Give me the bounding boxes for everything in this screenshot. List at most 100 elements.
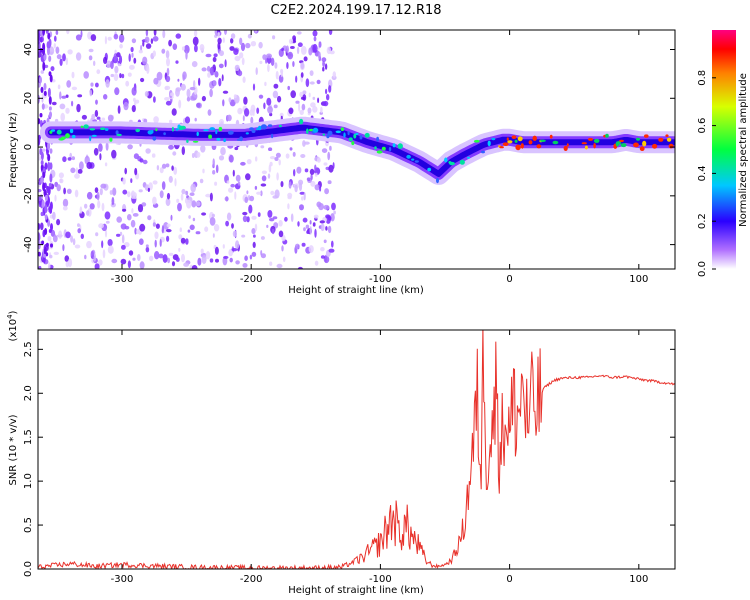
noise-speck (251, 251, 257, 257)
noise-speck (46, 41, 50, 49)
noise-speck (152, 50, 156, 57)
noise-speck (242, 215, 248, 223)
trace-blob (83, 124, 89, 129)
noise-speck (296, 31, 302, 35)
noise-speck (224, 30, 227, 35)
noise-speck (131, 38, 137, 44)
noise-speck (314, 184, 320, 191)
noise-speck (274, 62, 278, 69)
noise-speck (90, 250, 95, 259)
x-tick-label: -100 (369, 274, 392, 285)
noise-speck (41, 103, 45, 110)
noise-speck (191, 61, 198, 68)
trace-blob (620, 143, 627, 148)
noise-speck (272, 90, 279, 99)
noise-speck (62, 53, 66, 62)
trace-blob (312, 127, 319, 133)
trace-blob (376, 136, 379, 142)
noise-speck (196, 102, 201, 108)
trace-blob (91, 134, 98, 137)
noise-speck (200, 145, 206, 153)
noise-speck (58, 230, 63, 239)
noise-speck (104, 36, 107, 45)
noise-speck (241, 234, 246, 238)
noise-speck (44, 194, 48, 202)
noise-speck (93, 60, 96, 66)
noise-speck (245, 42, 251, 49)
noise-speck (186, 199, 192, 209)
noise-speck (187, 229, 191, 233)
trace-blob (414, 160, 419, 163)
noise-speck (244, 196, 249, 203)
noise-speck (234, 191, 237, 200)
noise-speck (325, 88, 328, 95)
noise-speck (327, 151, 331, 161)
colorbar-tick-label: 0.8 (697, 70, 708, 86)
trace-blob (89, 135, 92, 142)
noise-speck (171, 108, 177, 116)
noise-speck (114, 65, 119, 74)
noise-speck (134, 227, 137, 235)
trace-blob (50, 129, 56, 132)
noise-speck (193, 80, 196, 89)
noise-speck (229, 99, 236, 107)
y-tick-label: 2.0 (23, 385, 34, 401)
noise-speck (106, 60, 112, 68)
noise-speck (47, 186, 51, 196)
trace-blob (376, 150, 383, 154)
noise-speck (296, 46, 300, 55)
y-tick-label: 0.5 (23, 517, 34, 533)
trace-blob (427, 167, 432, 172)
trace-blob (411, 158, 415, 161)
noise-speck (119, 43, 123, 49)
noise-speck (256, 107, 260, 114)
trace-blob (642, 140, 647, 147)
noise-speck (267, 173, 271, 179)
noise-speck (43, 82, 47, 91)
trace-blob (175, 128, 179, 131)
noise-speck (226, 180, 230, 184)
noise-speck (94, 263, 100, 269)
x-tick-label: -200 (240, 274, 263, 285)
noise-speck (302, 217, 308, 223)
noise-speck (235, 240, 240, 250)
noise-speck (322, 66, 325, 72)
noise-speck (165, 100, 172, 106)
noise-speck (297, 266, 303, 269)
noise-speck (109, 190, 113, 195)
noise-speck (96, 191, 100, 201)
noise-speck (145, 30, 149, 37)
noise-speck (218, 78, 222, 87)
trace-core (47, 124, 675, 177)
noise-speck (131, 208, 134, 214)
noise-speck (58, 172, 64, 179)
noise-speck (38, 188, 42, 193)
noise-speck (312, 96, 316, 100)
noise-speck (328, 85, 332, 93)
noise-speck (62, 205, 68, 211)
trace-blob (506, 137, 509, 141)
noise-speck (200, 248, 204, 254)
noise-speck (95, 82, 99, 88)
noise-speck (320, 247, 325, 252)
noise-speck (47, 32, 51, 40)
noise-speck (79, 206, 83, 214)
figure-title: C2E2.2024.199.17.12.R18 (270, 3, 441, 18)
noise-speck (310, 180, 316, 187)
noise-speck (127, 191, 131, 198)
noise-speck (121, 73, 125, 79)
trace-blob (347, 130, 350, 136)
noise-speck (237, 107, 243, 115)
noise-speck (180, 237, 186, 244)
trace-blob (619, 139, 624, 143)
trace-blob (56, 129, 62, 135)
noise-speck (118, 55, 123, 65)
noise-speck (49, 254, 53, 259)
noise-speck (323, 239, 327, 244)
trace-blob (60, 136, 66, 140)
noise-speck (116, 52, 121, 58)
noise-speck (40, 86, 44, 93)
trace-blob (278, 124, 282, 128)
noise-speck (91, 113, 96, 121)
